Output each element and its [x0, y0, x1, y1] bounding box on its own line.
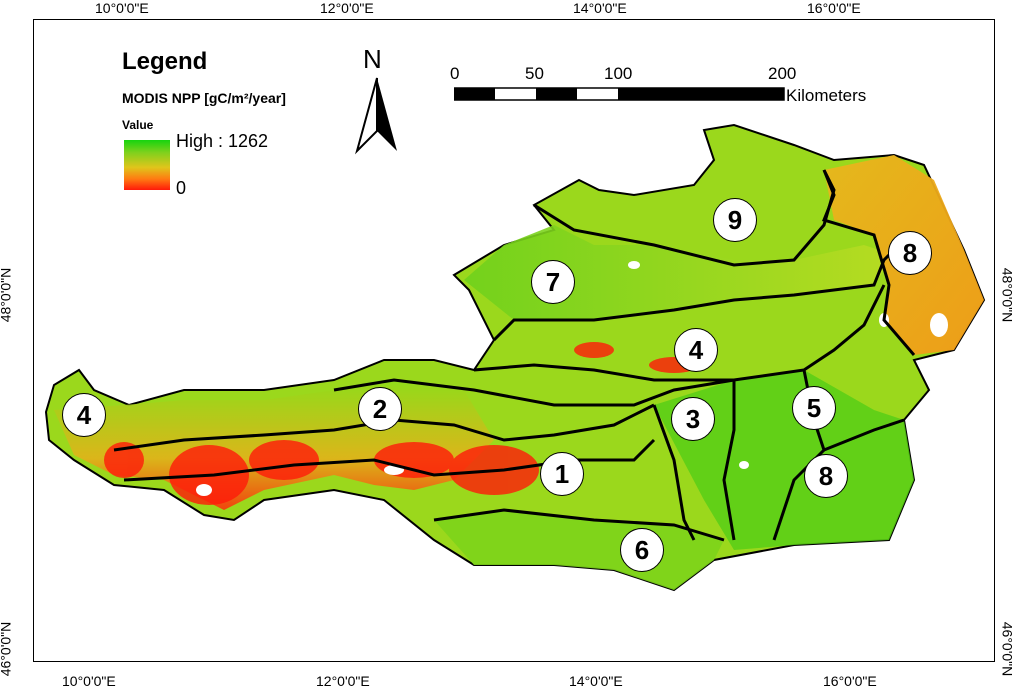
legend-title: Legend: [122, 48, 208, 75]
zone-marker-8-southeast: 8: [804, 454, 848, 498]
lon-label-top-14e: 14°0'0"E: [573, 0, 627, 16]
zone-marker-5: 5: [792, 386, 836, 430]
scale-bar: [454, 87, 785, 101]
zone-marker-4-center: 4: [674, 328, 718, 372]
lon-label-bottom-14e: 14°0'0"E: [569, 673, 623, 689]
zone-marker-2: 2: [358, 387, 402, 431]
lon-label-top-12e: 12°0'0"E: [320, 0, 374, 16]
map-frame: 4 2 1 7 4 3 9 8 5 8 6 Legend MODIS NPP […: [33, 19, 995, 662]
legend-layer-name: MODIS NPP [gC/m²/year]: [122, 90, 286, 106]
scale-label-100: 100: [604, 64, 633, 83]
zone-marker-6: 6: [620, 528, 664, 572]
zone-marker-3: 3: [671, 397, 715, 441]
north-arrow-icon: [355, 77, 397, 155]
lat-label-right-48n: 48°0'0"N: [999, 267, 1016, 323]
scale-label-200: 200: [768, 64, 797, 83]
zone-marker-9: 9: [713, 198, 757, 242]
scale-label-0: 0: [450, 64, 460, 83]
lat-label-left-46n: 46°0'0"N: [0, 621, 14, 677]
northern-zone: [464, 225, 894, 320]
zone-marker-7: 7: [531, 260, 575, 304]
lon-label-bottom-10e: 10°0'0"E: [62, 673, 116, 689]
nodata-patches: [196, 261, 948, 496]
legend-field-name: Value: [122, 118, 154, 132]
zone-marker-8-northeast: 8: [888, 231, 932, 275]
map-canvas: [44, 123, 986, 592]
legend-low-label: 0: [176, 178, 187, 198]
lat-label-right-46n: 46°0'0"N: [999, 621, 1016, 677]
lon-label-top-16e: 16°0'0"E: [807, 0, 861, 16]
lat-label-left-48n: 48°0'0"N: [0, 267, 14, 323]
southeast-zone: [654, 370, 914, 550]
scale-unit-label: Kilometers: [786, 86, 867, 105]
lon-label-bottom-12e: 12°0'0"E: [316, 673, 370, 689]
legend-high-label: High : 1262: [176, 131, 269, 151]
scale-label-50: 50: [525, 64, 544, 83]
north-arrow-label: N: [363, 44, 382, 74]
lon-label-bottom-16e: 16°0'0"E: [823, 673, 877, 689]
zone-boundaries: [113, 169, 916, 542]
lon-label-top-10e: 10°0'0"E: [95, 0, 149, 16]
zone-marker-4-west: 4: [62, 393, 106, 437]
legend-color-ramp: [124, 140, 170, 190]
zone-marker-1: 1: [540, 452, 584, 496]
